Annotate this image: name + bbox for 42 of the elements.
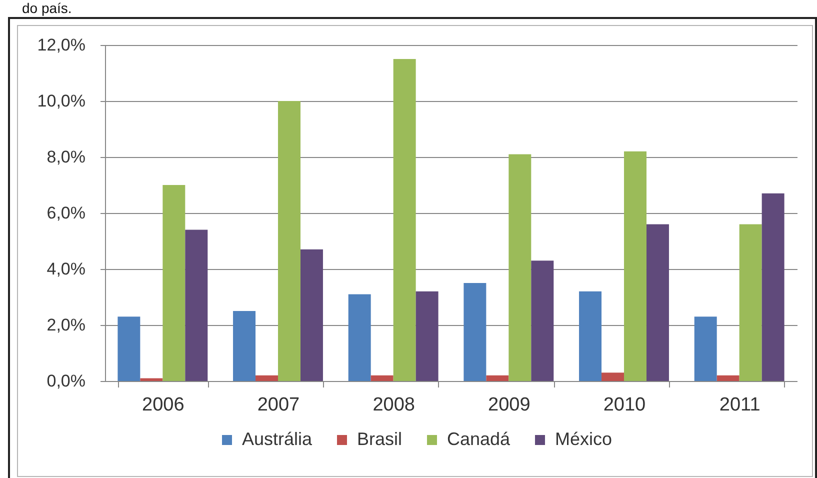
bar (486, 375, 509, 381)
bar (185, 230, 208, 381)
legend-label: Brasil (357, 429, 402, 449)
bar (508, 154, 532, 381)
bar (739, 224, 762, 381)
y-tick-label: 6,0% (46, 204, 86, 222)
bar (646, 224, 669, 381)
y-tick-label: 10,0% (37, 92, 86, 110)
y-tick-label: 2,0% (46, 316, 86, 334)
bar (140, 378, 163, 381)
x-tick-label: 2008 (372, 394, 415, 416)
bar (579, 291, 602, 381)
y-tick-label: 8,0% (46, 148, 86, 166)
bar (162, 185, 186, 381)
bar (624, 151, 646, 381)
bar (762, 193, 784, 381)
bar (118, 316, 140, 381)
bar (416, 291, 438, 381)
bar (393, 59, 416, 381)
x-tick-label: 2007 (257, 394, 300, 416)
bar (348, 294, 371, 381)
text: do país. (22, 0, 72, 16)
y-tick-label: 0,0% (46, 372, 86, 390)
x-tick-label: 2006 (142, 394, 184, 416)
bar (278, 101, 300, 381)
bar (256, 375, 278, 381)
bar (531, 260, 554, 381)
bar (233, 311, 256, 381)
y-tick-label: 4,0% (46, 260, 86, 278)
bar (464, 283, 486, 381)
x-tick-label: 2009 (488, 394, 530, 416)
y-tick-label: 12,0% (37, 36, 86, 54)
legend-label: Canadá (447, 429, 512, 449)
bar (602, 372, 624, 381)
bar (694, 316, 717, 381)
bar (716, 375, 740, 381)
legend-label: Austrália (242, 429, 314, 449)
bar (370, 375, 394, 381)
legend-label: México (555, 429, 612, 449)
x-tick-label: 2010 (603, 394, 646, 416)
x-tick-label: 2011 (719, 394, 760, 416)
bar (300, 249, 323, 381)
